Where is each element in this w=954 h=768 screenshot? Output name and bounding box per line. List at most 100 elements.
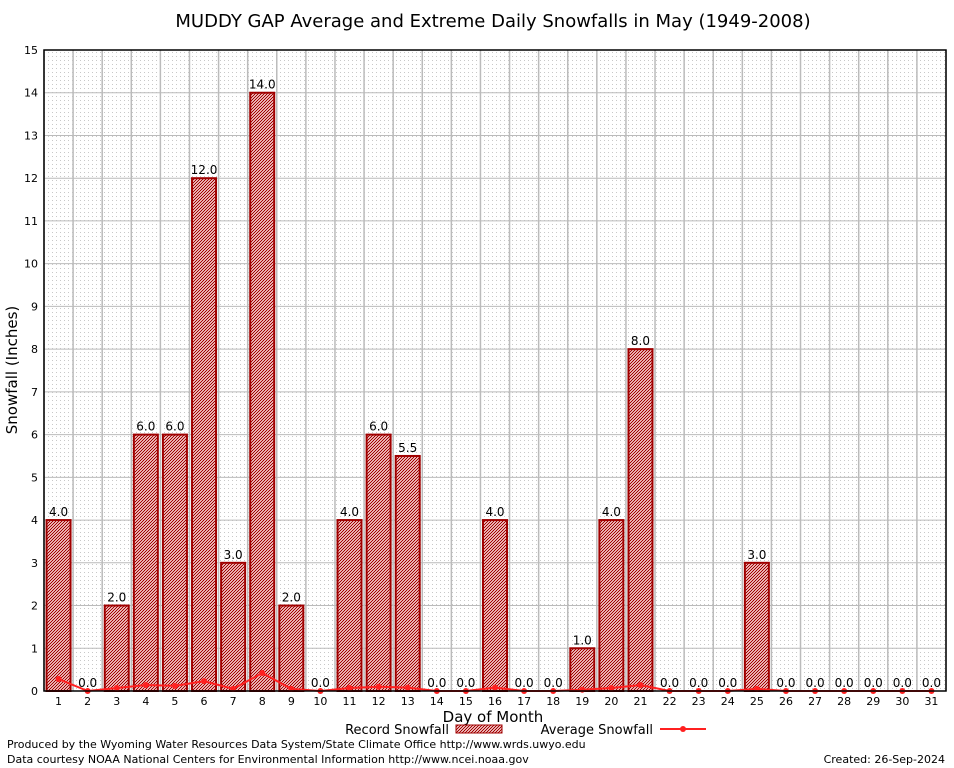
x-tick-label: 22 xyxy=(663,695,677,708)
average-point xyxy=(201,678,208,685)
legend-marker-average xyxy=(680,726,686,732)
bar xyxy=(482,519,508,692)
bar-value-label: 6.0 xyxy=(136,420,155,434)
bar-value-label: 0.0 xyxy=(515,676,534,690)
bar-value-label: 2.0 xyxy=(107,591,126,605)
legend-swatch-record xyxy=(455,724,503,734)
bar-value-label: 0.0 xyxy=(689,676,708,690)
average-point xyxy=(113,685,120,692)
bar-value-label: 0.0 xyxy=(806,676,825,690)
bar-value-label: 0.0 xyxy=(893,676,912,690)
x-tick-label: 24 xyxy=(721,695,735,708)
x-axis-label: Day of Month xyxy=(443,708,544,726)
footer-produced: Produced by the Wyoming Water Resources … xyxy=(7,738,586,751)
bar xyxy=(103,604,130,692)
x-tick-label: 8 xyxy=(259,695,266,708)
bar-value-label: 0.0 xyxy=(776,676,795,690)
bar xyxy=(598,519,625,692)
x-tick-label: 16 xyxy=(488,695,502,708)
average-point xyxy=(404,684,411,691)
bar-value-label: 6.0 xyxy=(165,420,184,434)
y-tick-label: 0 xyxy=(31,685,38,698)
average-point xyxy=(142,682,149,689)
y-tick-label: 7 xyxy=(31,386,38,399)
average-point xyxy=(492,684,498,691)
bar-value-label: 12.0 xyxy=(191,163,218,177)
bar-value-label: 4.0 xyxy=(49,505,68,519)
bar-value-label: 0.0 xyxy=(311,676,330,690)
bar xyxy=(161,433,188,692)
bar-value-label: 3.0 xyxy=(747,548,766,562)
y-tick-label: 10 xyxy=(24,258,38,271)
x-tick-label: 21 xyxy=(633,695,647,708)
bar-value-label: 14.0 xyxy=(249,78,276,92)
bar-value-label: 0.0 xyxy=(78,676,97,690)
bar-value-label: 0.0 xyxy=(922,676,941,690)
x-tick-label: 31 xyxy=(924,695,938,708)
y-tick-label: 5 xyxy=(31,471,38,484)
bar-value-label: 3.0 xyxy=(224,548,243,562)
bar-value-label: 8.0 xyxy=(631,334,650,348)
bar-value-label: 0.0 xyxy=(427,676,446,690)
y-tick-label: 15 xyxy=(24,44,38,57)
x-tick-label: 17 xyxy=(517,695,531,708)
x-tick-label: 15 xyxy=(459,695,473,708)
x-tick-label: 13 xyxy=(401,695,415,708)
average-point xyxy=(55,676,62,683)
y-tick-label: 3 xyxy=(31,557,38,570)
x-tick-label: 4 xyxy=(142,695,149,708)
x-tick-label: 2 xyxy=(84,695,91,708)
bar xyxy=(249,91,276,692)
footer-courtesy: Data courtesy NOAA National Centers for … xyxy=(7,753,529,766)
x-tick-label: 1 xyxy=(55,695,62,708)
bar xyxy=(569,647,596,692)
bar xyxy=(132,433,159,692)
x-tick-label: 18 xyxy=(546,695,560,708)
chart-title: MUDDY GAP Average and Extreme Daily Snow… xyxy=(175,11,810,32)
x-tick-label: 30 xyxy=(895,695,909,708)
bar-value-label: 6.0 xyxy=(369,420,388,434)
x-tick-label: 14 xyxy=(430,695,444,708)
x-tick-label: 23 xyxy=(692,695,706,708)
average-point xyxy=(259,670,266,677)
bar-value-label: 5.5 xyxy=(398,441,417,455)
legend-label-average: Average Snowfall xyxy=(541,723,653,738)
average-point xyxy=(346,685,353,692)
x-tick-label: 3 xyxy=(113,695,120,708)
y-tick-label: 6 xyxy=(31,429,38,442)
bar-value-label: 4.0 xyxy=(340,505,359,519)
bar-value-label: 0.0 xyxy=(544,676,563,690)
average-point xyxy=(608,685,615,692)
bar-value-label: 0.0 xyxy=(456,676,475,690)
x-tick-label: 7 xyxy=(230,695,237,708)
average-point xyxy=(637,682,644,689)
x-tick-label: 19 xyxy=(575,695,589,708)
bar-value-label: 0.0 xyxy=(864,676,883,690)
bar xyxy=(278,604,305,692)
y-tick-label: 14 xyxy=(24,87,38,100)
y-tick-label: 13 xyxy=(24,129,38,142)
y-tick-label: 12 xyxy=(24,172,38,185)
x-tick-label: 6 xyxy=(201,695,208,708)
bar-value-label: 0.0 xyxy=(835,676,854,690)
y-tick-label: 2 xyxy=(31,600,38,613)
x-tick-label: 9 xyxy=(288,695,295,708)
x-tick-label: 5 xyxy=(171,695,178,708)
bar xyxy=(743,561,770,692)
x-tick-label: 12 xyxy=(372,695,386,708)
y-tick-label: 1 xyxy=(31,642,38,655)
x-tick-label: 27 xyxy=(808,695,822,708)
average-point xyxy=(375,683,382,690)
x-tick-label: 10 xyxy=(313,695,327,708)
y-axis-label: Snowfall (Inches) xyxy=(3,306,21,434)
bar-value-label: 4.0 xyxy=(602,505,621,519)
x-tick-label: 28 xyxy=(837,695,851,708)
bar xyxy=(220,561,247,692)
bar xyxy=(191,177,218,692)
bar-value-label: 2.0 xyxy=(282,591,301,605)
bar xyxy=(336,519,363,692)
average-point xyxy=(171,682,178,689)
plot-border xyxy=(43,49,947,692)
x-tick-label: 26 xyxy=(779,695,793,708)
x-tick-label: 25 xyxy=(750,695,764,708)
